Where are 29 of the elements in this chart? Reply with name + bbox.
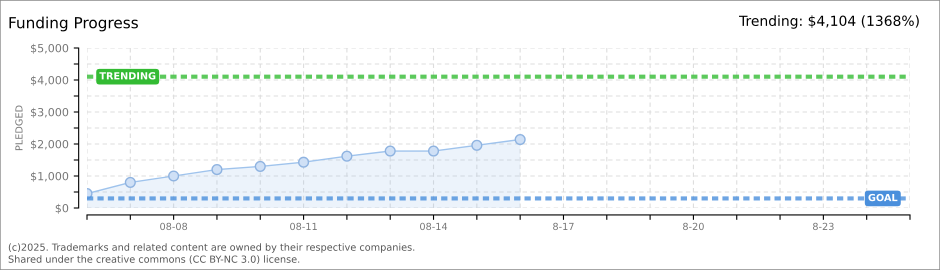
point — [254, 160, 266, 172]
point — [124, 176, 136, 188]
point — [211, 164, 223, 176]
x-tick-label: 8-20 — [683, 222, 704, 230]
y-tick-label: $3,000 — [30, 108, 68, 118]
ref-line-label: TRENDING — [99, 72, 156, 80]
x-tick-label: 8-23 — [812, 222, 834, 230]
x-tick-label: 08-08 — [160, 222, 188, 230]
point — [298, 156, 310, 168]
point — [384, 145, 396, 157]
point — [471, 140, 482, 151]
chart-title: Funding Progress — [10, 16, 138, 32]
point — [341, 150, 352, 162]
chart-subtitle: Trending: $4,104 (1368%) — [738, 15, 919, 29]
y-tick-label: $2,000 — [30, 140, 68, 150]
point — [428, 145, 440, 157]
y-tick-label: $1,000 — [30, 172, 68, 182]
point — [514, 134, 526, 146]
y-tick-label: $0 — [56, 204, 68, 214]
x-tick-label: 8-17 — [553, 222, 574, 230]
point — [168, 170, 180, 182]
text: Shared under the creative commons (CC BY-NC 3.0) license. — [8, 255, 300, 264]
x-tick-label: 08-11 — [290, 222, 317, 230]
ref-line-label: GOAL — [868, 194, 898, 202]
text: (c)2025. Trademarks and related content are owned by their respective companies. — [8, 243, 414, 253]
y-axis-title: PLEDGED — [15, 106, 23, 150]
y-tick-label: $5,000 — [30, 44, 68, 54]
y-tick-label: $4,000 — [30, 76, 68, 86]
x-tick-label: 08-14 — [420, 222, 448, 230]
